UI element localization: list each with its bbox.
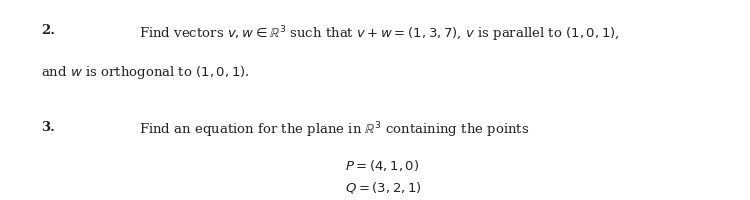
Text: $Q = (3, 2, 1)$: $Q = (3, 2, 1)$	[345, 179, 422, 194]
Text: $P = (4, 1, 0)$: $P = (4, 1, 0)$	[345, 157, 419, 172]
Text: and $w$ is orthogonal to $(1, 0, 1)$.: and $w$ is orthogonal to $(1, 0, 1)$.	[41, 64, 250, 81]
Text: Find an equation for the plane in $\mathbb{R}^3$ containing the points: Find an equation for the plane in $\math…	[139, 120, 529, 140]
Text: 3.: 3.	[41, 120, 56, 133]
Text: Find vectors $v, w \in \mathbb{R}^3$ such that $v + w = (1, 3, 7)$, $v$ is paral: Find vectors $v, w \in \mathbb{R}^3$ suc…	[139, 24, 620, 44]
Text: 2.: 2.	[41, 24, 56, 37]
